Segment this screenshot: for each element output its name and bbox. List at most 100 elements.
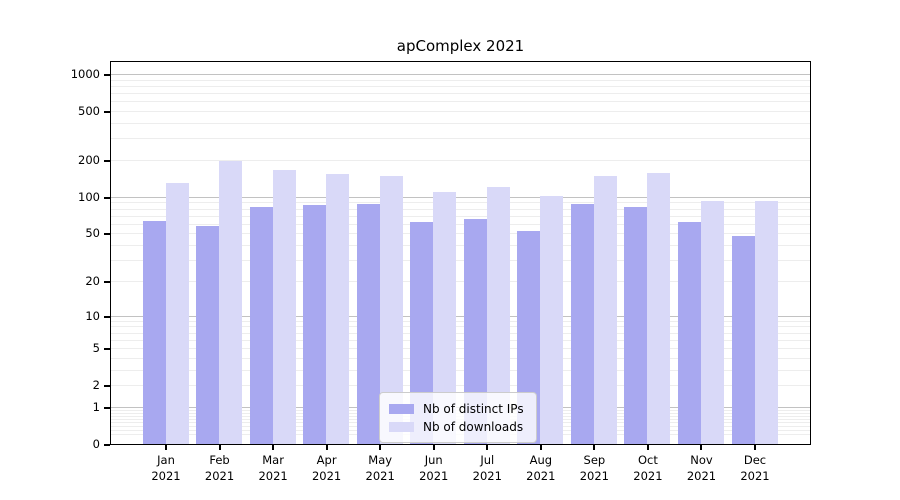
x-tick-label-month: May: [368, 453, 393, 467]
minor-gridline: [111, 101, 810, 103]
x-tick-mark: [754, 445, 756, 450]
x-tick-mark: [539, 445, 542, 450]
x-tick-label: Sep 2021: [559, 452, 629, 484]
x-tick-label-month: Dec: [743, 453, 767, 467]
x-tick-label-year: 2021: [526, 469, 556, 483]
major-gridline: [111, 196, 810, 198]
bar-downloads: [700, 201, 724, 444]
bar-downloads: [219, 161, 243, 444]
bar-distinct-ips: [731, 235, 755, 444]
bar-downloads: [486, 187, 510, 444]
x-tick-label-month: Feb: [209, 453, 230, 467]
bar-distinct-ips: [142, 221, 166, 444]
y-tick-mark: [104, 385, 110, 388]
x-tick-label-year: 2021: [311, 469, 342, 483]
minor-gridline: [111, 348, 810, 350]
minor-gridline: [111, 223, 810, 225]
y-tick-mark: [104, 444, 110, 446]
minor-gridline: [111, 208, 810, 210]
bar-downloads: [540, 195, 564, 444]
y-tick-label: 10: [85, 308, 100, 323]
legend-item-downloads: Nb of downloads: [389, 418, 524, 435]
minor-gridline: [111, 123, 810, 125]
x-tick-label-year: 2021: [686, 469, 717, 483]
bar-distinct-ips: [677, 222, 701, 444]
legend-swatch-icon: [389, 421, 414, 432]
chart-title: apComplex 2021: [396, 37, 525, 55]
x-tick-label-year: 2021: [204, 469, 235, 483]
y-tick-mark: [104, 160, 110, 162]
x-tick-label-month: Apr: [316, 453, 337, 467]
y-tick-label: 500: [78, 104, 100, 119]
y-tick-mark: [104, 348, 110, 351]
x-tick-label: Apr 2021: [292, 452, 362, 484]
x-tick-label: Jun 2021: [399, 452, 469, 484]
x-tick-label: Jan 2021: [131, 452, 201, 484]
plot-area: [110, 61, 811, 445]
y-tick-label: 5: [92, 341, 100, 356]
legend-label: Nb of distinct IPs: [423, 401, 524, 416]
legend: Nb of distinct IPs Nb of downloads: [379, 392, 537, 443]
x-tick-label-year: 2021: [633, 469, 663, 483]
minor-gridline: [111, 385, 810, 387]
legend-swatch-icon: [389, 403, 414, 414]
minor-gridline: [111, 369, 810, 371]
bar-downloads: [272, 170, 296, 444]
x-tick-mark: [486, 445, 489, 450]
minor-gridline: [111, 260, 810, 262]
bar-distinct-ips: [410, 222, 434, 444]
minor-gridline: [111, 320, 810, 322]
x-tick-label: Jul 2021: [452, 452, 522, 484]
x-tick-mark: [432, 445, 435, 450]
x-tick-mark: [165, 445, 167, 450]
x-tick-label-month: Jul: [480, 453, 495, 467]
x-tick-label-month: Jun: [424, 453, 443, 467]
x-tick-label: Aug 2021: [506, 452, 576, 484]
bar-distinct-ips: [624, 206, 648, 444]
x-tick-label-month: Nov: [690, 453, 713, 467]
x-tick-label-year: 2021: [365, 469, 395, 483]
bar-distinct-ips: [463, 218, 487, 444]
bar-downloads: [593, 176, 617, 444]
bar-downloads: [647, 172, 671, 444]
y-tick-mark: [104, 74, 110, 77]
y-tick-label: 200: [78, 153, 100, 167]
y-tick-mark: [104, 315, 110, 318]
minor-gridline: [111, 233, 810, 235]
x-tick-label-month: Aug: [529, 453, 553, 467]
y-tick-mark: [104, 406, 110, 409]
y-tick-mark: [104, 111, 110, 114]
x-tick-label-month: Oct: [637, 453, 658, 467]
x-tick-label: Mar 2021: [238, 452, 308, 484]
y-tick-label: 0: [92, 437, 100, 451]
bar-distinct-ips: [303, 204, 327, 444]
legend-item-distinct-ips: Nb of distinct IPs: [389, 400, 524, 417]
minor-gridline: [111, 85, 810, 87]
bar-downloads: [433, 191, 457, 444]
minor-gridline: [111, 79, 810, 81]
x-tick-label-year: 2021: [472, 469, 502, 483]
x-tick-label-month: Mar: [262, 453, 284, 467]
legend-label: Nb of downloads: [423, 419, 524, 434]
minor-gridline: [111, 357, 810, 359]
y-tick-label: 2: [92, 378, 100, 393]
x-tick-label-year: 2021: [258, 469, 288, 483]
y-tick-mark: [104, 280, 110, 283]
y-tick-label: 1000: [70, 67, 100, 82]
bar-distinct-ips: [249, 206, 273, 444]
x-tick-mark: [700, 445, 703, 450]
x-tick-mark: [218, 445, 221, 450]
y-tick-mark: [104, 233, 110, 236]
bar-downloads: [379, 176, 403, 444]
major-gridline: [111, 315, 810, 317]
minor-gridline: [111, 245, 810, 247]
bar-downloads: [754, 201, 778, 444]
y-tick-label: 100: [78, 189, 100, 204]
minor-gridline: [111, 160, 810, 162]
minor-gridline: [111, 339, 810, 341]
bar-distinct-ips: [570, 204, 594, 444]
bar-downloads: [165, 182, 189, 444]
minor-gridline: [111, 93, 810, 95]
minor-gridline: [111, 111, 810, 113]
